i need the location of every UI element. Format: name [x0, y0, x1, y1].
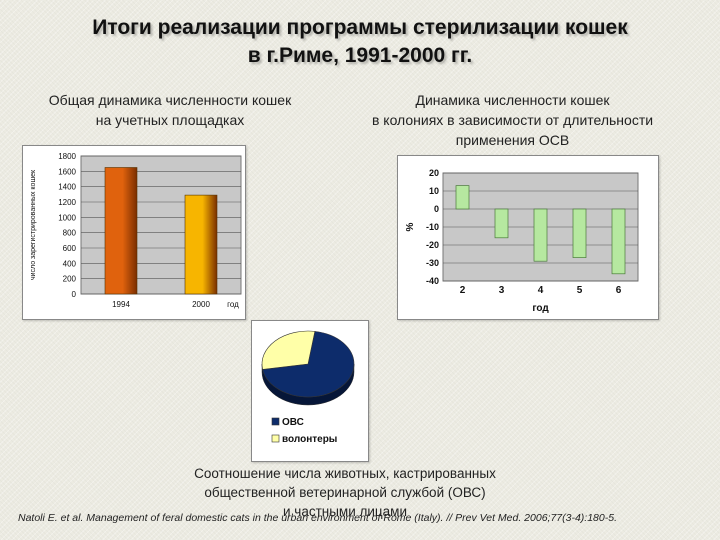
sterilization-pie-chart: ОВС волонтеры	[261, 330, 355, 445]
y-axis-label: %	[405, 222, 416, 231]
x-tick-label-6: 6	[616, 285, 622, 296]
bar-2	[455, 185, 470, 210]
y-tick-label-5: 10	[429, 186, 439, 196]
sterilization-pie-panel: ОВС волонтеры	[251, 320, 369, 462]
colony-change-bar-chart: -40 -30 -20 -10 0 10 20 2 3 4 5 6 год%	[405, 168, 639, 314]
y-tick-label-0: -40	[426, 276, 439, 286]
x-axis-label: год	[227, 300, 239, 309]
pie-slice-volunteers	[261, 330, 316, 370]
legend-swatch-1	[271, 434, 280, 443]
y-tick-label-5: 1000	[58, 213, 76, 222]
colony-chart-panel: -40 -30 -20 -10 0 10 20 2 3 4 5 6 год%	[397, 155, 659, 320]
y-tick-label-6: 1200	[58, 198, 76, 207]
right-caption-line-1: Динамика численности кошек	[415, 92, 610, 108]
y-tick-label-2: -20	[426, 240, 439, 250]
y-tick-label-6: 20	[429, 168, 439, 178]
title-line-2: в г.Риме, 1991-2000 гг.	[247, 44, 473, 67]
title-line-1: Итоги реализации программы стерилизации …	[92, 16, 628, 39]
pie-chart-caption: Соотношение числа животных, кастрированн…	[140, 464, 550, 521]
x-tick-label-2000: 2000	[192, 300, 210, 309]
right-caption-line-2: в колониях в зависимости от длительности	[371, 112, 654, 128]
y-tick-label-8: 1600	[58, 167, 76, 176]
y-tick-label-2: 400	[63, 259, 77, 268]
y-axis-label: число зарегистрированных кошек	[30, 169, 37, 280]
bar-2000	[184, 194, 218, 295]
right-caption-line-3: применения ОСВ	[455, 132, 570, 148]
y-tick-label-9: 1800	[58, 152, 76, 161]
y-tick-label-7: 1400	[58, 183, 76, 192]
population-bar-chart: 0 200 400 600 800 1000 1200 1400 1600 1800 1994 200…	[30, 152, 242, 309]
pie-slice-ovs	[262, 331, 355, 398]
y-tick-label-1: 200	[63, 275, 77, 284]
right-chart-caption: Динамика численности кошек в колониях в …	[340, 90, 685, 150]
bar-1994	[104, 167, 138, 295]
y-tick-label-1: -30	[426, 258, 439, 268]
x-axis-label: год	[532, 303, 549, 314]
population-chart-panel: 0 200 400 600 800 1000 1200 1400 1600 1800 1994 200…	[22, 145, 246, 320]
x-tick-label-2: 2	[460, 285, 466, 296]
y-tick-label-4: 800	[63, 229, 77, 238]
bottom-caption-line-3: и частными лицами	[283, 504, 407, 519]
legend-label-1: волонтеры	[282, 434, 337, 445]
legend-swatch-0	[271, 417, 280, 426]
left-caption-line-1: Общая динамика численности кошек	[48, 92, 292, 108]
bar-5	[572, 208, 587, 258]
source-citation: Natoli E. et al. Management of feral dom…	[18, 512, 617, 524]
left-chart-caption: Общая динамика численности кошек на учет…	[10, 90, 330, 130]
bottom-caption-line-2: общественной ветеринарной службой (ОВС)	[204, 485, 486, 500]
bottom-caption-line-1: Соотношение числа животных, кастрированн…	[194, 466, 496, 481]
legend-label-0: ОВС	[282, 417, 304, 428]
bar-6	[611, 208, 626, 275]
x-tick-label-4: 4	[538, 285, 544, 296]
y-tick-label-3: -10	[426, 222, 439, 232]
left-caption-line-2: на учетных площадках	[95, 112, 245, 128]
bar-4	[533, 208, 548, 262]
slide-title: Итоги реализации программы стерилизации …	[0, 14, 720, 70]
y-tick-label-0: 0	[72, 290, 77, 299]
x-tick-label-3: 3	[499, 285, 505, 296]
bar-3	[494, 208, 509, 239]
x-tick-label-5: 5	[577, 285, 583, 296]
x-tick-label-1994: 1994	[112, 300, 130, 309]
y-tick-label-3: 600	[63, 244, 77, 253]
y-tick-label-4: 0	[434, 204, 439, 214]
